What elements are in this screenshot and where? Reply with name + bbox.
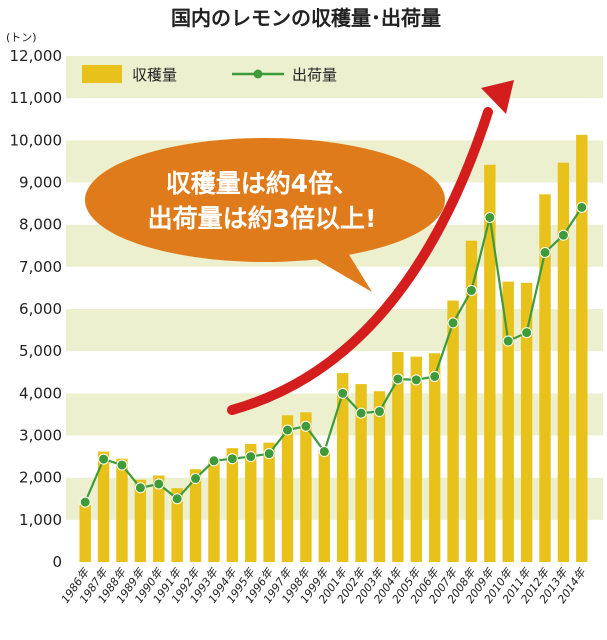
shipment-point (355, 407, 367, 419)
harvest-bar (116, 458, 128, 562)
callout-shape (85, 138, 445, 262)
harvest-bar (557, 162, 570, 562)
harvest-bar (539, 194, 551, 562)
shipment-point (300, 420, 312, 432)
shipment-point (282, 424, 294, 436)
shipment-point (171, 493, 183, 505)
shipment-point (190, 473, 202, 485)
y-tick-label: 9,000 (19, 174, 62, 192)
harvest-bar (520, 282, 533, 562)
shipment-point (429, 370, 441, 382)
y-tick-label: 8,000 (19, 216, 62, 234)
shipment-line-path (84, 206, 583, 503)
legend: 収穫量 出荷量 (82, 65, 337, 84)
trend-arrowhead (481, 80, 514, 114)
harvest-bar (134, 479, 147, 562)
harvest-bar (189, 469, 202, 562)
y-tick-label: 3,000 (19, 427, 62, 445)
harvest-bar (245, 443, 257, 562)
y-tick-label: 10,000 (10, 131, 63, 149)
callout-bubble: 収穫量は約4倍、 出荷量は約3倍以上! (85, 138, 445, 292)
shipment-point (98, 453, 110, 465)
y-tick-label: 11,000 (10, 89, 63, 107)
y-tick-label: 5,000 (19, 342, 62, 360)
harvest-bar (410, 356, 422, 562)
shipment-point (337, 387, 349, 399)
shipment-point (521, 327, 533, 339)
shipment-point (539, 246, 551, 258)
shipment-point (226, 453, 238, 465)
y-tick-label: 1,000 (19, 511, 62, 529)
shipment-point (410, 374, 422, 386)
y-axis: 0 1,000 2,000 3,000 4,000 5,000 6,000 7,000 8,00… (10, 47, 63, 571)
y-tick-label: 7,000 (19, 258, 62, 276)
x-axis: 1986年1987年1988年1989年1990年1991年1992年1993年… (59, 565, 589, 605)
shipment-point (245, 451, 257, 463)
harvest-bar (428, 353, 441, 562)
y-tick-label: 6,000 (19, 300, 62, 318)
y-tick-label: 0 (52, 553, 62, 571)
harvest-bar (576, 134, 588, 562)
harvest-bar (373, 391, 386, 562)
shipment-point (318, 446, 330, 458)
harvest-bar (153, 475, 165, 562)
y-tick-label: 12,000 (10, 47, 63, 65)
trend-arrow (227, 107, 493, 415)
callout-line-2: 出荷量は約3倍以上! (148, 204, 377, 233)
harvest-bar (447, 300, 459, 562)
harvest-bar (318, 450, 331, 562)
harvest-bar (355, 384, 367, 562)
shipment-point (134, 482, 146, 494)
legend-shipment-label: 出荷量 (292, 66, 337, 84)
shipment-point (263, 448, 275, 460)
shipment-point (153, 478, 165, 490)
legend-harvest-label: 収穫量 (132, 66, 177, 84)
harvest-bar (300, 412, 312, 562)
shipment-point (484, 211, 496, 223)
harvest-bar (79, 505, 91, 562)
grid-band (66, 98, 603, 141)
shipment-point (79, 496, 91, 508)
harvest-bar (171, 488, 183, 562)
unit-label: (トン) (6, 31, 37, 44)
harvest-bar (465, 240, 478, 562)
harvest-bar (281, 415, 294, 562)
harvest-bar (226, 448, 239, 562)
callout-tail (300, 240, 372, 292)
legend-shipment-marker (253, 69, 263, 79)
legend-harvest-swatch (82, 65, 122, 83)
shipment-point (116, 459, 128, 471)
shipment-point (392, 373, 404, 385)
shipment-line (79, 201, 588, 508)
shipment-point (502, 335, 514, 347)
shipment-point (373, 405, 385, 417)
harvest-bar (336, 373, 349, 562)
shipment-point (447, 317, 459, 329)
grid-band (66, 56, 603, 99)
shipment-point (557, 229, 569, 241)
shipment-point (465, 284, 477, 296)
harvest-bar (97, 451, 110, 562)
shipment-point (576, 201, 588, 213)
harvest-bar (263, 442, 275, 562)
harvest-bars (79, 134, 588, 563)
shipment-point (208, 455, 220, 467)
chart-title: 国内のレモンの収穫量･出荷量 (171, 6, 441, 30)
harvest-bar (208, 458, 220, 562)
harvest-bar (502, 281, 514, 562)
harvest-bar (392, 352, 404, 562)
harvest-bar (484, 164, 496, 563)
y-tick-label: 2,000 (19, 469, 62, 487)
y-tick-label: 4,000 (19, 384, 62, 402)
callout-line-1: 収穫量は約4倍、 (166, 169, 358, 198)
